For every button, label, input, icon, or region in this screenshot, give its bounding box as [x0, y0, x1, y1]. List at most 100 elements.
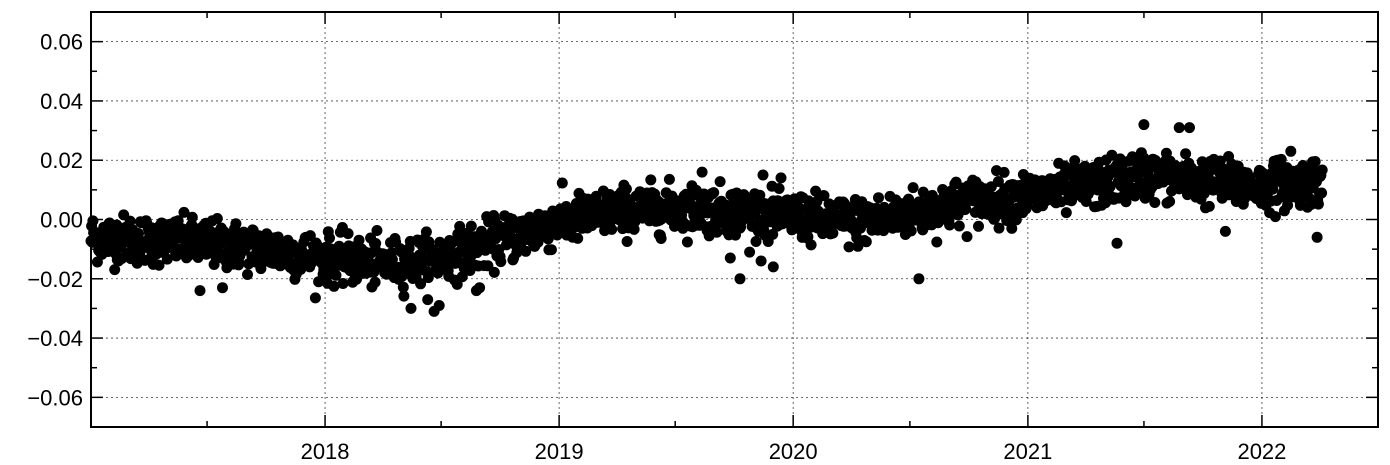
- data-point: [161, 253, 173, 265]
- data-point: [843, 241, 855, 253]
- data-point: [1309, 156, 1321, 167]
- x-tick-label: 2019: [535, 439, 584, 464]
- y-tick-label: 0.04: [40, 89, 83, 114]
- data-point: [973, 220, 984, 232]
- data-point: [944, 219, 956, 231]
- data-point: [353, 234, 365, 246]
- data-point-outlier: [696, 166, 708, 178]
- data-point: [342, 228, 354, 240]
- data-point: [465, 220, 477, 232]
- data-point: [873, 192, 884, 204]
- tick-labels: 0.06 0.04 0.02 0.00 −0.02 −0.04 −0.06 2018 2019 2…: [27, 30, 1286, 464]
- data-point: [186, 211, 198, 223]
- data-point: [124, 215, 136, 227]
- data-point: [295, 263, 307, 275]
- data-point: [711, 226, 723, 238]
- data-point: [1059, 180, 1071, 192]
- data-point: [755, 255, 767, 267]
- data-point-outlier: [1184, 122, 1195, 134]
- data-point: [663, 173, 675, 185]
- data-point: [1203, 200, 1215, 212]
- data-point: [309, 292, 321, 304]
- data-point: [1316, 187, 1328, 199]
- data-point: [495, 256, 507, 268]
- data-point: [621, 236, 633, 247]
- data-point: [998, 166, 1010, 178]
- data-point: [520, 245, 532, 257]
- data-point: [606, 223, 618, 235]
- data-point: [931, 236, 943, 248]
- data-point: [1214, 155, 1226, 167]
- data-point: [192, 252, 204, 263]
- data-point-outlier: [1311, 231, 1323, 243]
- data-point: [328, 280, 340, 292]
- data-point: [178, 206, 190, 218]
- data-point: [230, 218, 242, 230]
- y-tick-label: −0.04: [27, 326, 83, 351]
- data-point: [415, 278, 427, 290]
- data-point: [932, 217, 944, 229]
- data-point: [1060, 207, 1072, 219]
- data-point: [1114, 153, 1126, 165]
- data-point: [620, 183, 632, 195]
- data-point: [242, 269, 253, 280]
- data-point: [1006, 222, 1018, 234]
- data-point: [907, 182, 919, 194]
- axis-ticks: [91, 12, 1379, 427]
- data-point: [556, 177, 568, 189]
- data-point: [1180, 148, 1192, 160]
- data-point-outlier: [1173, 122, 1185, 134]
- y-tick-label: 0.06: [40, 30, 83, 55]
- data-point: [330, 269, 342, 281]
- data-point: [304, 230, 316, 242]
- data-point-outlier: [405, 302, 417, 314]
- data-points: [85, 119, 1328, 317]
- data-point: [369, 276, 381, 288]
- data-point: [1269, 211, 1281, 223]
- data-point: [1316, 164, 1328, 176]
- y-tick-label: −0.02: [27, 267, 83, 292]
- data-point: [1106, 149, 1118, 161]
- y-tick-label: 0.00: [40, 208, 83, 233]
- data-point-outlier: [433, 300, 445, 311]
- data-point-outlier: [913, 273, 925, 285]
- data-point: [1267, 183, 1279, 195]
- data-point-outlier: [1219, 225, 1231, 237]
- data-point: [993, 222, 1005, 234]
- data-point: [542, 233, 554, 245]
- data-point: [337, 278, 349, 289]
- data-point: [1185, 162, 1197, 174]
- data-point-outlier: [1138, 119, 1150, 131]
- data-point: [545, 244, 557, 256]
- data-point: [805, 239, 817, 251]
- data-point-outlier: [1285, 145, 1297, 157]
- data-point: [422, 294, 434, 306]
- data-point: [1069, 155, 1081, 167]
- data-point: [87, 215, 99, 227]
- data-point: [420, 226, 432, 238]
- data-point-outlier: [724, 252, 736, 264]
- data-point: [398, 290, 410, 302]
- x-tick-label: 2020: [769, 439, 818, 464]
- data-point: [681, 236, 693, 248]
- data-point: [272, 231, 284, 243]
- data-point: [371, 225, 383, 236]
- data-point: [1120, 196, 1132, 208]
- data-point: [750, 236, 762, 247]
- data-point-outlier: [744, 246, 756, 258]
- data-point-outlier: [1111, 237, 1123, 249]
- data-point: [456, 271, 468, 283]
- data-point: [324, 232, 335, 244]
- data-point: [109, 264, 121, 276]
- data-point: [961, 231, 973, 243]
- data-point: [655, 233, 667, 244]
- x-tick-label: 2021: [1003, 439, 1052, 464]
- data-point: [775, 172, 787, 184]
- data-point: [488, 266, 500, 278]
- data-point-outlier: [474, 282, 486, 294]
- data-point: [1164, 196, 1176, 207]
- data-point: [708, 187, 720, 199]
- data-point-outlier: [194, 285, 206, 297]
- x-tick-label: 2018: [301, 439, 350, 464]
